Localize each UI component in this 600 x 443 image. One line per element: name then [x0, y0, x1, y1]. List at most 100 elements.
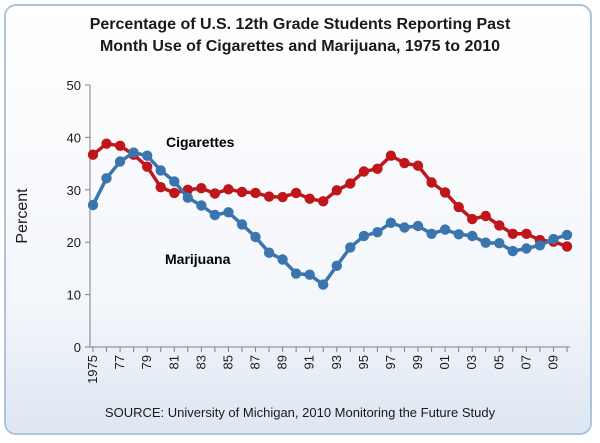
data-point-marijuana	[277, 254, 288, 265]
data-point-marijuana	[345, 242, 356, 253]
chart-title-line-1: Percentage of U.S. 12th Grade Students R…	[89, 16, 511, 33]
data-point-marijuana	[494, 238, 505, 249]
data-point-marijuana	[507, 245, 518, 257]
data-point-cigarettes	[304, 193, 315, 204]
data-point-marijuana	[467, 230, 478, 242]
data-point-cigarettes	[439, 187, 451, 198]
y-tick-label: 0	[74, 340, 81, 355]
x-ticks: 1975 77 79 81 83 85 87 89 91 93 95 97 99 01 03 05 07 09	[85, 347, 568, 384]
axes	[89, 85, 570, 348]
data-point-marijuana	[426, 228, 437, 239]
x-tick-label: 93	[329, 355, 344, 369]
data-point-marijuana	[263, 247, 275, 258]
data-point-cigarettes	[561, 241, 573, 252]
data-point-marijuana	[439, 224, 451, 235]
y-ticks: 0 10 20 30 40 50	[67, 78, 90, 355]
y-tick-label: 20	[67, 235, 81, 250]
data-point-cigarettes	[412, 160, 424, 171]
data-point-cigarettes	[399, 157, 410, 169]
y-tick-label: 50	[67, 78, 81, 93]
data-point-marijuana	[250, 231, 261, 243]
data-point-marijuana	[101, 173, 112, 184]
data-point-cigarettes	[101, 138, 112, 149]
x-tick-label: 07	[518, 355, 533, 369]
data-point-cigarettes	[263, 191, 275, 202]
data-point-marijuana	[534, 240, 546, 251]
chart-title: Percentage of U.S. 12th Grade Students R…	[0, 14, 600, 58]
data-point-marijuana	[155, 165, 166, 176]
data-point-marijuana	[114, 156, 126, 167]
x-tick-label: 85	[220, 355, 235, 369]
data-point-cigarettes	[453, 201, 464, 213]
data-point-marijuana	[453, 229, 464, 240]
data-point-cigarettes	[426, 177, 437, 188]
data-point-marijuana	[331, 260, 342, 271]
x-tick-label: 79	[139, 355, 154, 369]
data-point-cigarettes	[169, 187, 180, 199]
data-point-cigarettes	[372, 163, 383, 174]
x-tick-label: 03	[464, 355, 479, 369]
x-tick-label: 87	[248, 355, 263, 369]
data-point-cigarettes	[494, 220, 505, 231]
data-point-cigarettes	[236, 186, 248, 198]
data-point-marijuana	[196, 200, 207, 211]
x-tick-label: 05	[491, 355, 506, 369]
data-point-cigarettes	[290, 187, 302, 199]
data-point-marijuana	[182, 192, 193, 203]
data-point-cigarettes	[250, 187, 261, 199]
series-label-cigarettes: Cigarettes	[166, 134, 235, 150]
chart-title-line-2: Month Use of Cigarettes and Marijuana, 1…	[99, 38, 501, 55]
data-point-marijuana	[304, 269, 315, 280]
y-tick-label: 30	[67, 183, 81, 198]
series-line-cigarettes	[91, 141, 568, 249]
data-point-marijuana	[548, 233, 559, 245]
data-point-cigarettes	[521, 228, 532, 239]
data-point-marijuana	[412, 220, 424, 232]
data-point-cigarettes	[507, 228, 518, 239]
data-point-marijuana	[385, 217, 397, 228]
x-tick-label: 89	[275, 355, 290, 369]
data-point-cigarettes	[196, 183, 207, 194]
data-point-marijuana	[169, 176, 180, 187]
data-point-cigarettes	[155, 182, 166, 193]
x-tick-label: 91	[302, 355, 317, 369]
y-tick-label: 40	[67, 130, 81, 145]
data-point-cigarettes	[345, 178, 356, 189]
data-point-marijuana	[521, 243, 532, 254]
data-point-cigarettes	[331, 185, 342, 196]
data-point-cigarettes	[277, 191, 288, 203]
data-point-marijuana	[290, 268, 302, 279]
chart-frame	[4, 4, 592, 435]
series-group	[87, 138, 573, 290]
data-point-cigarettes	[114, 140, 126, 151]
data-point-marijuana	[480, 237, 491, 248]
data-point-cigarettes	[358, 166, 370, 177]
data-point-marijuana	[223, 207, 234, 218]
data-point-cigarettes	[209, 188, 221, 199]
data-point-marijuana	[318, 279, 329, 290]
data-point-cigarettes	[318, 196, 329, 207]
data-point-cigarettes	[385, 150, 397, 161]
x-tick-label: 97	[383, 355, 398, 369]
data-point-marijuana	[142, 150, 153, 161]
x-tick-label: 95	[356, 355, 371, 369]
y-tick-label: 10	[67, 288, 81, 303]
data-point-marijuana	[372, 227, 383, 238]
data-point-cigarettes	[480, 210, 491, 222]
data-point-marijuana	[87, 199, 99, 211]
data-point-cigarettes	[142, 161, 153, 172]
x-tick-label: 01	[437, 355, 452, 369]
series-label-marijuana: Marijuana	[165, 251, 231, 267]
y-axis-label: Percent	[14, 188, 31, 244]
data-point-marijuana	[128, 147, 139, 158]
data-point-cigarettes	[87, 149, 99, 160]
x-tick-label: 1975	[85, 355, 100, 384]
x-tick-label: 83	[193, 355, 208, 369]
data-point-marijuana	[236, 219, 248, 230]
data-point-marijuana	[561, 229, 573, 241]
data-point-marijuana	[399, 222, 410, 233]
x-tick-label: 99	[410, 355, 425, 369]
data-point-marijuana	[209, 209, 221, 221]
data-point-cigarettes	[467, 213, 478, 225]
